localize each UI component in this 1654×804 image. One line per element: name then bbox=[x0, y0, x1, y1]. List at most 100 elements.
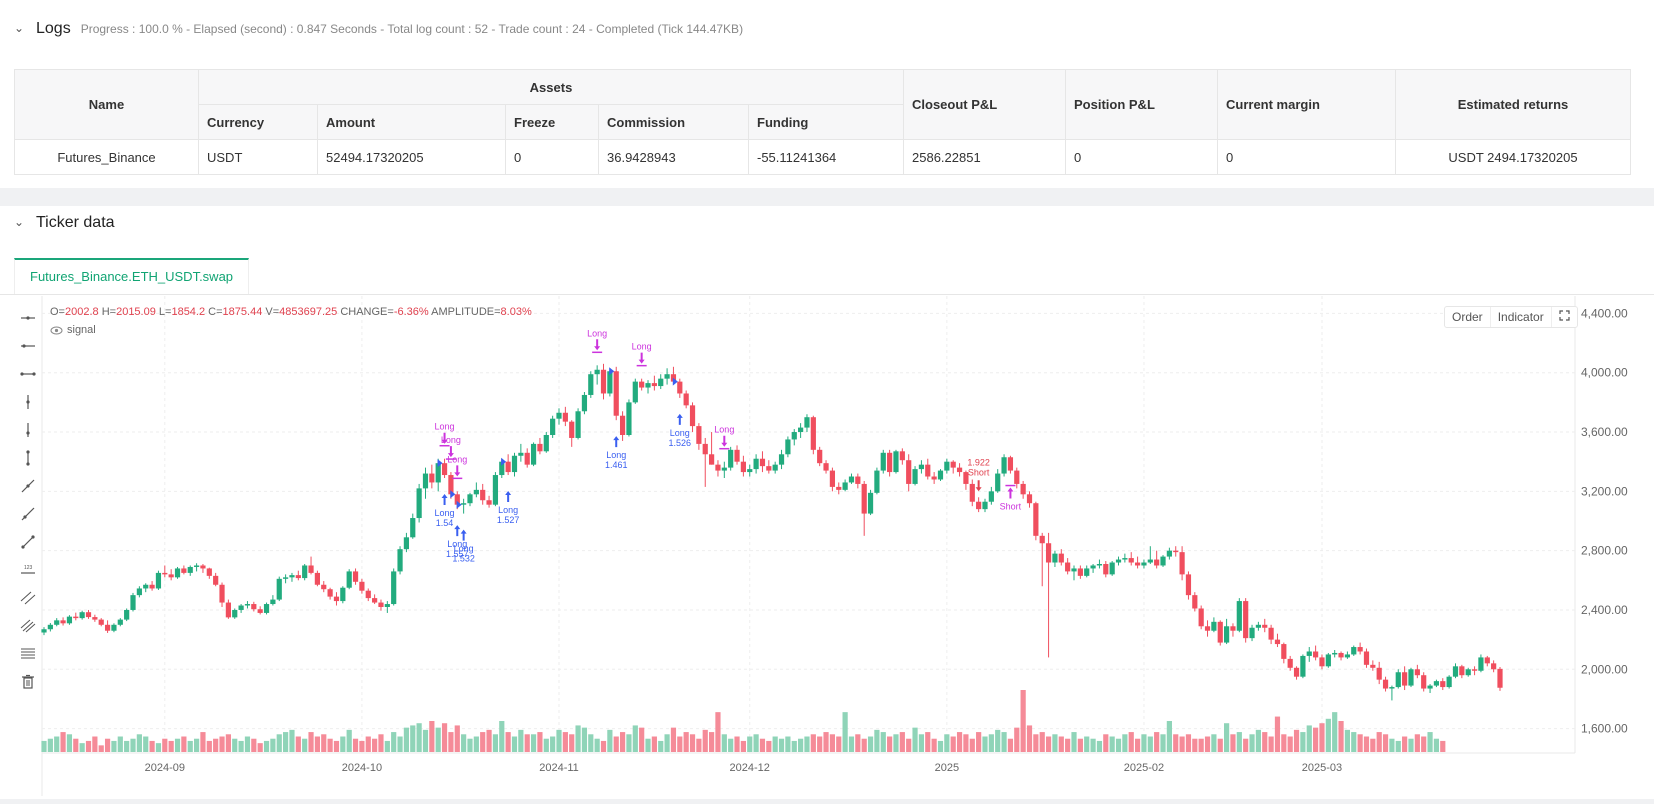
candle-body bbox=[562, 412, 568, 422]
volume-bar bbox=[1243, 738, 1249, 752]
chevron-down-icon[interactable]: ⌄ bbox=[14, 215, 25, 229]
volume-bar bbox=[607, 729, 613, 752]
trend-line-icon[interactable] bbox=[16, 472, 40, 500]
volume-bar bbox=[995, 729, 1001, 752]
price-chart[interactable]: 4,400.00 4,000.00 3,600.00 3,200.00 2,800.00… bbox=[0, 296, 1654, 799]
candle-body bbox=[1154, 559, 1160, 566]
candle-body bbox=[98, 619, 104, 625]
candle-body bbox=[804, 417, 810, 428]
candle-body bbox=[537, 443, 543, 452]
candle-body bbox=[1293, 667, 1300, 677]
volume-bar bbox=[66, 734, 73, 752]
candle-body bbox=[422, 473, 429, 489]
candle-body bbox=[1052, 553, 1058, 563]
volume-bar bbox=[1026, 725, 1033, 752]
volume-bar bbox=[60, 732, 66, 752]
volume-bar bbox=[594, 738, 600, 752]
candle-body bbox=[619, 415, 626, 435]
horizontal-ray-icon[interactable] bbox=[16, 332, 40, 360]
parallel-channel-icon[interactable] bbox=[16, 584, 40, 612]
candle-body bbox=[1338, 652, 1344, 658]
trash-icon[interactable] bbox=[16, 668, 40, 696]
volume-bar bbox=[1147, 736, 1153, 752]
candle-body bbox=[378, 602, 384, 607]
low-label: L= bbox=[158, 306, 172, 318]
candle-body bbox=[982, 501, 988, 510]
volume-bar bbox=[257, 743, 263, 752]
table-row: Futures_Binance USDT 52494.17320205 0 36… bbox=[14, 139, 1631, 175]
candle-body bbox=[880, 452, 886, 471]
volume-bar bbox=[384, 740, 390, 752]
candle-body bbox=[1077, 568, 1083, 576]
volume-bar bbox=[836, 736, 842, 752]
candle-body bbox=[1128, 558, 1134, 563]
volume-bar bbox=[327, 738, 333, 752]
candle-body bbox=[626, 402, 632, 435]
horizontal-segment-icon[interactable] bbox=[16, 360, 40, 388]
volume-bar bbox=[810, 734, 816, 752]
volume-bar bbox=[1192, 738, 1198, 752]
chart-area[interactable]: 123 O=2002.8 H=2015.09 L=1854.2 C=1875.4… bbox=[0, 296, 1654, 799]
buy-arrow-icon bbox=[505, 491, 512, 503]
volume-bar bbox=[359, 740, 365, 752]
candle-body bbox=[66, 616, 73, 624]
signal-legend[interactable]: signal bbox=[50, 324, 96, 336]
volume-bar bbox=[581, 727, 588, 752]
fibonacci-icon[interactable] bbox=[16, 640, 40, 668]
open-value: 2002.8 bbox=[64, 306, 99, 318]
header-commission: Commission bbox=[598, 104, 749, 140]
candle-body bbox=[950, 461, 956, 468]
candle-body bbox=[963, 472, 969, 484]
candle-body bbox=[1160, 556, 1166, 566]
ray-line-icon[interactable] bbox=[16, 500, 40, 528]
candle-body bbox=[956, 467, 963, 473]
volume-bar bbox=[944, 734, 950, 752]
tab-eth-usdt-swap[interactable]: Futures_Binance.ETH_USDT.swap bbox=[14, 258, 250, 295]
volume-bar bbox=[963, 734, 969, 752]
volume-bar bbox=[1052, 734, 1058, 752]
volume-bar bbox=[658, 740, 664, 752]
segment-line-icon[interactable] bbox=[16, 528, 40, 556]
candle-body bbox=[416, 488, 422, 519]
volume-bar bbox=[1014, 727, 1020, 752]
high-value: 2015.09 bbox=[116, 306, 156, 318]
pitchfork-icon[interactable] bbox=[16, 612, 40, 640]
ticker-header[interactable]: ⌄ Ticker data bbox=[14, 214, 115, 232]
volume-bar bbox=[1001, 732, 1007, 752]
logs-header[interactable]: ⌄ Logs Progress : 100.0 % - Elapsed (sec… bbox=[14, 20, 743, 38]
volume-bar bbox=[721, 734, 727, 752]
candle-body bbox=[492, 475, 499, 505]
horizontal-line-icon[interactable] bbox=[16, 304, 40, 332]
close-short-label: Short bbox=[1000, 502, 1022, 512]
candle-body bbox=[187, 566, 193, 573]
eye-icon[interactable] bbox=[50, 326, 63, 335]
volume-bar bbox=[1141, 734, 1147, 752]
buy-arrow-icon bbox=[441, 494, 448, 505]
close-signal-label: Long bbox=[447, 454, 467, 464]
vertical-segment-icon[interactable] bbox=[16, 444, 40, 472]
volume-bar bbox=[626, 734, 632, 752]
volume-bar bbox=[486, 729, 492, 752]
price-label-icon[interactable]: 123 bbox=[16, 556, 40, 584]
candle-body bbox=[397, 549, 403, 572]
indicator-button[interactable]: Indicator bbox=[1491, 307, 1552, 327]
chevron-down-icon[interactable]: ⌄ bbox=[14, 21, 25, 35]
candle-body bbox=[842, 482, 848, 490]
cell-funding: -55.11241364 bbox=[748, 139, 904, 175]
fullscreen-icon[interactable] bbox=[1552, 307, 1577, 327]
candle-body bbox=[518, 452, 524, 456]
candle-body bbox=[467, 494, 473, 504]
vertical-ray-icon[interactable] bbox=[16, 416, 40, 444]
volume-bar bbox=[874, 729, 880, 752]
candle-body bbox=[664, 374, 670, 379]
volume-bar bbox=[372, 738, 378, 752]
vertical-line-icon[interactable] bbox=[16, 388, 40, 416]
volume-bar bbox=[181, 736, 187, 752]
entry-marker-icon bbox=[437, 459, 443, 468]
header-closeout: Closeout P&L bbox=[903, 69, 1066, 140]
volume-bar bbox=[302, 738, 308, 752]
volume-bar bbox=[708, 732, 715, 752]
order-button[interactable]: Order bbox=[1445, 307, 1491, 327]
volume-bar bbox=[867, 736, 874, 752]
candle-body bbox=[314, 572, 320, 585]
